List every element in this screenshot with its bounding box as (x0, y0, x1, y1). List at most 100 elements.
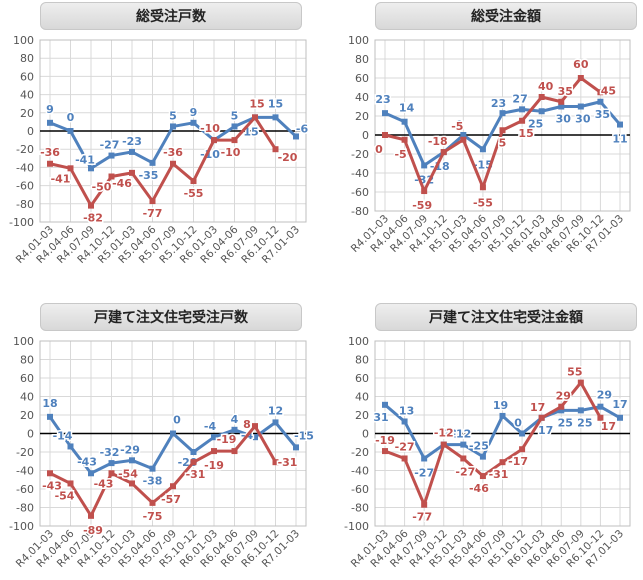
data-label: 23 (491, 97, 506, 110)
data-label: 12 (268, 404, 283, 417)
y-tick-label: -100 (344, 520, 369, 533)
data-point (149, 465, 156, 472)
chart-svg: -100-80-60-40-20020406080100R4.01-03R4.0… (9, 335, 315, 570)
data-label: -55 (473, 196, 493, 209)
data-label: -43 (94, 477, 114, 490)
data-point (440, 149, 447, 156)
data-point (558, 103, 565, 110)
y-tick-label: 100 (348, 335, 369, 348)
data-point (519, 446, 526, 453)
plot-frame (374, 39, 631, 212)
data-label: -14 (53, 429, 73, 442)
y-tick-label: 80 (20, 52, 34, 65)
data-label: -12 (434, 427, 454, 440)
data-point (190, 459, 197, 466)
data-point (538, 108, 545, 115)
data-label: -10 (221, 146, 241, 159)
data-label: 23 (375, 93, 390, 106)
y-tick-label: -100 (9, 216, 34, 229)
data-point (401, 455, 408, 462)
data-point (108, 152, 115, 159)
y-tick-label: -40 (351, 167, 369, 180)
data-point (382, 132, 388, 138)
data-label: 5 (169, 109, 177, 122)
data-point (460, 441, 467, 448)
data-label: 11 (612, 133, 627, 146)
chart-title: 総受注金額 (375, 2, 637, 30)
y-tick-label: 80 (355, 354, 369, 367)
data-label: -19 (375, 434, 395, 447)
data-label: -12 (438, 428, 458, 441)
data-point (108, 460, 115, 467)
data-point (67, 443, 74, 450)
data-point (231, 448, 238, 455)
data-point (190, 119, 197, 126)
data-point (479, 473, 486, 480)
data-point (293, 444, 299, 451)
y-tick-label: 20 (355, 409, 369, 422)
y-tick-label: -40 (16, 161, 34, 174)
y-tick-label: 20 (20, 107, 34, 120)
data-point (88, 165, 94, 172)
data-label: 30 (575, 113, 591, 126)
data-point (252, 114, 258, 121)
chart-panel-total-orders-units: 総受注戸数 -100 -80 -60 -40 -20 0 20 40 60 80 100 R4.01-… (0, 0, 318, 290)
data-label: 13 (399, 404, 414, 417)
data-label: -27 (455, 465, 475, 478)
data-label: -38 (143, 475, 163, 488)
series-line-red (384, 76, 602, 193)
chart-title: 戸建て注文住宅受注戸数 (40, 303, 302, 331)
data-point (382, 448, 388, 455)
data-label: 60 (573, 58, 589, 71)
data-point (108, 173, 115, 180)
data-label: 0 (67, 111, 75, 124)
data-label: 55 (567, 366, 582, 379)
data-label: -54 (118, 467, 138, 480)
data-label: 0 (456, 118, 464, 131)
data-label: -55 (184, 187, 204, 200)
data-label: -20 (278, 151, 298, 164)
data-label: -31 (186, 468, 206, 481)
data-label: 29 (597, 389, 612, 402)
series-line-red (384, 381, 602, 507)
data-label: 5 (231, 109, 239, 122)
data-point (293, 133, 299, 140)
data-label: -31 (489, 468, 509, 481)
y-tick-label: -20 (351, 446, 369, 459)
data-label: -18 (428, 135, 448, 148)
data-label: -89 (83, 524, 103, 537)
data-label: -77 (143, 207, 163, 220)
data-point (211, 434, 217, 441)
data-point (211, 137, 217, 144)
data-point (190, 178, 197, 185)
data-point (499, 127, 506, 134)
data-point (617, 121, 623, 128)
y-tick-label: 60 (20, 372, 34, 385)
data-label: -41 (75, 153, 95, 166)
data-label: -6 (296, 122, 309, 135)
y-tick-label: 100 (13, 34, 34, 47)
data-point (499, 459, 506, 466)
chart-svg: -100-80-60-40-20020406080100R4.01-03R4.0… (344, 335, 631, 570)
y-tick-label: -60 (351, 483, 369, 496)
data-point (597, 414, 604, 421)
data-label: -35 (139, 169, 159, 182)
y-tick-label: -80 (16, 198, 34, 211)
data-point (538, 414, 545, 421)
data-label: 27 (512, 92, 527, 105)
data-point (231, 426, 238, 433)
data-point (67, 128, 74, 134)
data-point (577, 407, 584, 414)
data-point (47, 470, 53, 477)
data-point (47, 160, 53, 167)
y-tick-label: -80 (16, 502, 34, 515)
data-label: -43 (42, 479, 62, 492)
data-point (129, 457, 135, 464)
data-point (88, 512, 94, 519)
data-label: -59 (412, 199, 432, 212)
data-point (401, 418, 408, 425)
data-label: 17 (530, 401, 545, 414)
data-point (499, 412, 506, 419)
data-label: -15 (294, 429, 314, 442)
data-label: -19 (204, 459, 224, 472)
